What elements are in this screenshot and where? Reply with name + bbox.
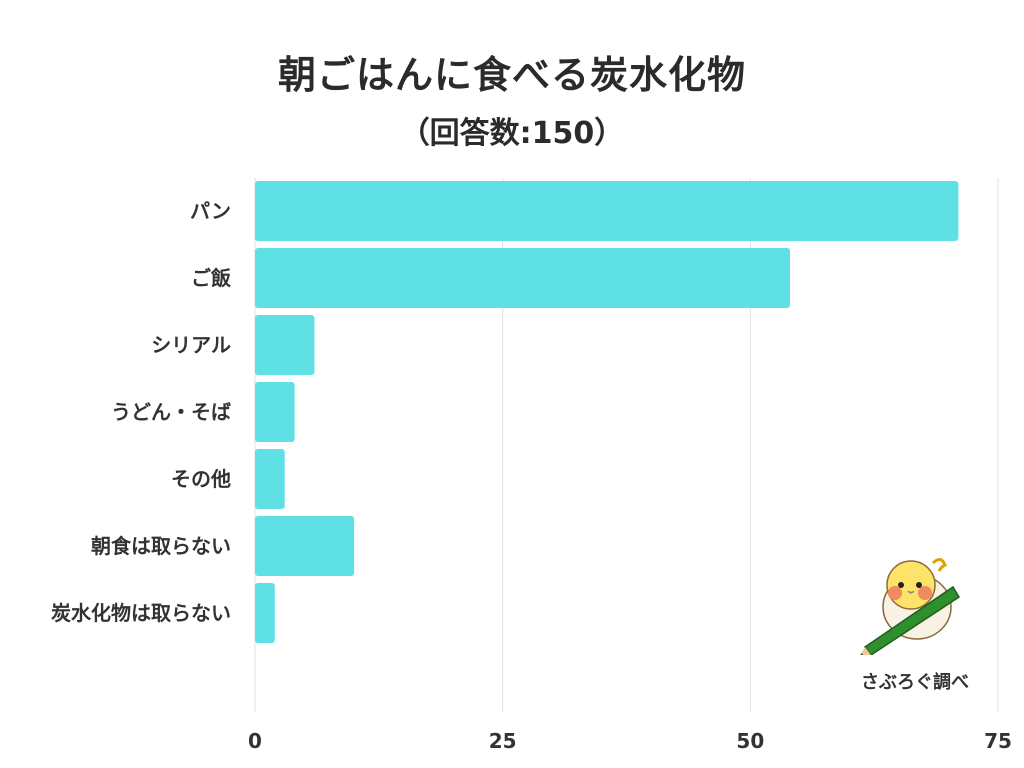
category-label-3: シリアル (151, 333, 231, 357)
category-label-5: その他 (171, 467, 231, 491)
x-tick-label-0: 0 (248, 729, 262, 753)
bar-4 (255, 382, 295, 442)
chart-title: 朝ごはんに食べる炭水化物 (277, 53, 746, 97)
x-tick-label-50: 50 (736, 729, 764, 753)
category-label-1: パン (190, 199, 231, 223)
bar-7 (255, 583, 275, 643)
bar-1 (255, 181, 959, 241)
bar-6 (255, 516, 355, 576)
category-label-4: うどん・そば (111, 400, 231, 424)
chart-subtitle: （回答数:150） (399, 116, 625, 151)
category-label-7: 炭水化物は取らない (51, 601, 231, 625)
category-label-6: 朝食は取らない (91, 534, 231, 558)
bars (255, 181, 959, 643)
bar-2 (255, 248, 790, 308)
x-tick-labels: 0 25 50 75 (248, 729, 1012, 753)
bird-mascot-icon (860, 558, 961, 655)
bar-3 (255, 315, 315, 375)
x-tick-label-25: 25 (489, 729, 517, 753)
bar-5 (255, 449, 285, 509)
source-credit: さぶろぐ調べ (861, 672, 969, 693)
category-label-2: ご飯 (191, 266, 231, 290)
x-tick-label-75: 75 (984, 729, 1012, 753)
